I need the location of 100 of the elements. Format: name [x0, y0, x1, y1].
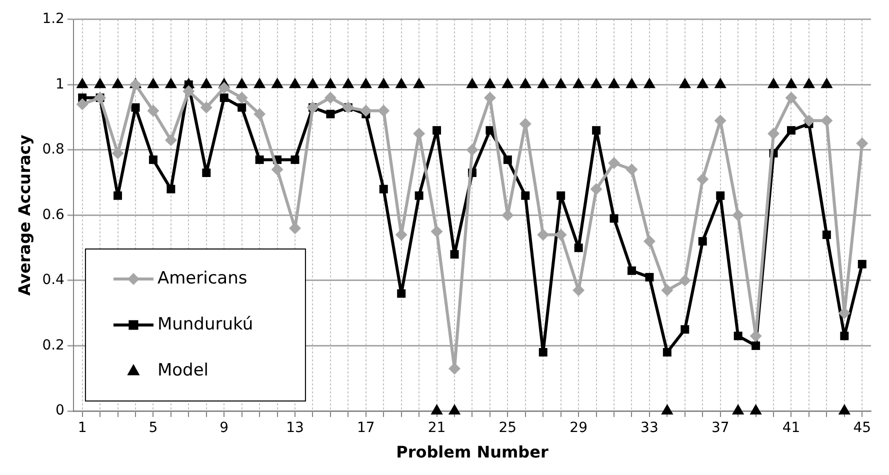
- point: [360, 78, 372, 88]
- point: [537, 78, 550, 88]
- point: [147, 78, 160, 88]
- point: [572, 78, 585, 88]
- point: [802, 78, 816, 88]
- point: [608, 78, 620, 88]
- point: [148, 155, 158, 164]
- point: [129, 78, 142, 91]
- point: [131, 103, 140, 112]
- point: [645, 272, 654, 282]
- point: [271, 164, 284, 176]
- point: [820, 114, 833, 127]
- point: [414, 191, 424, 200]
- point: [787, 126, 796, 135]
- point: [734, 332, 742, 340]
- y-axis-title: Average Accuracy: [14, 134, 34, 296]
- point: [200, 102, 212, 114]
- point: [698, 237, 707, 246]
- point: [253, 78, 266, 88]
- x-tick-label: 17: [356, 420, 375, 436]
- point: [678, 274, 691, 286]
- point: [627, 266, 636, 275]
- point: [112, 78, 124, 88]
- point: [238, 103, 246, 112]
- legend-label: Americans: [157, 268, 248, 288]
- point: [324, 78, 337, 88]
- point: [306, 78, 319, 88]
- point: [626, 78, 638, 88]
- point: [254, 108, 266, 120]
- x-tick-label: 1: [78, 420, 87, 436]
- point: [342, 78, 354, 88]
- point: [218, 82, 230, 94]
- y-tick-label: 0.4: [42, 272, 65, 288]
- point: [503, 155, 512, 164]
- point: [236, 78, 248, 88]
- point: [360, 104, 372, 117]
- point: [502, 78, 514, 88]
- point: [114, 191, 122, 200]
- point: [608, 156, 620, 169]
- point: [378, 78, 390, 88]
- point: [538, 348, 548, 357]
- point: [395, 78, 408, 88]
- point: [255, 155, 264, 164]
- point: [840, 332, 849, 340]
- point: [290, 155, 300, 164]
- point: [271, 78, 284, 88]
- x-tick-label: 37: [711, 420, 730, 436]
- point: [592, 126, 601, 135]
- point: [182, 85, 195, 98]
- x-tick-label: 45: [853, 420, 872, 436]
- point: [752, 341, 760, 350]
- point: [820, 78, 833, 88]
- point: [220, 93, 228, 102]
- legend-label: Mundurukú: [157, 314, 254, 334]
- x-tick-label: 5: [148, 420, 158, 436]
- point: [626, 164, 638, 176]
- point: [236, 92, 248, 104]
- point: [643, 78, 656, 88]
- point: [76, 98, 88, 110]
- y-tick-label: 0.6: [42, 206, 65, 223]
- x-tick-label: 41: [782, 420, 800, 436]
- point: [696, 173, 709, 186]
- point: [521, 191, 530, 200]
- point: [94, 78, 106, 88]
- point: [643, 235, 656, 248]
- point: [714, 78, 726, 88]
- point: [324, 92, 336, 104]
- point: [554, 228, 567, 241]
- y-tick-label: 0.2: [42, 337, 64, 354]
- point: [378, 104, 390, 117]
- point: [537, 228, 550, 241]
- point: [858, 260, 866, 268]
- point: [413, 78, 426, 88]
- point: [590, 78, 602, 88]
- point: [202, 168, 211, 178]
- point: [768, 128, 780, 140]
- x-tick-label: 25: [498, 420, 517, 436]
- x-tick-label: 9: [220, 420, 229, 436]
- point: [486, 126, 494, 135]
- point: [802, 114, 815, 127]
- point: [678, 78, 691, 88]
- point: [661, 284, 674, 296]
- point: [147, 104, 160, 117]
- point: [785, 92, 798, 104]
- point: [696, 78, 709, 88]
- point: [379, 184, 388, 194]
- point: [822, 230, 831, 240]
- point: [430, 226, 443, 238]
- point: [466, 78, 478, 88]
- point: [164, 78, 178, 88]
- point: [466, 144, 478, 156]
- point: [732, 209, 744, 222]
- point: [288, 78, 302, 88]
- point: [574, 244, 583, 252]
- x-tick-label: 13: [286, 420, 304, 436]
- point: [432, 126, 442, 135]
- x-tick-label: 33: [640, 420, 658, 436]
- point: [610, 214, 618, 223]
- legend-label: Model: [157, 360, 209, 380]
- x-tick-label: 29: [570, 420, 588, 436]
